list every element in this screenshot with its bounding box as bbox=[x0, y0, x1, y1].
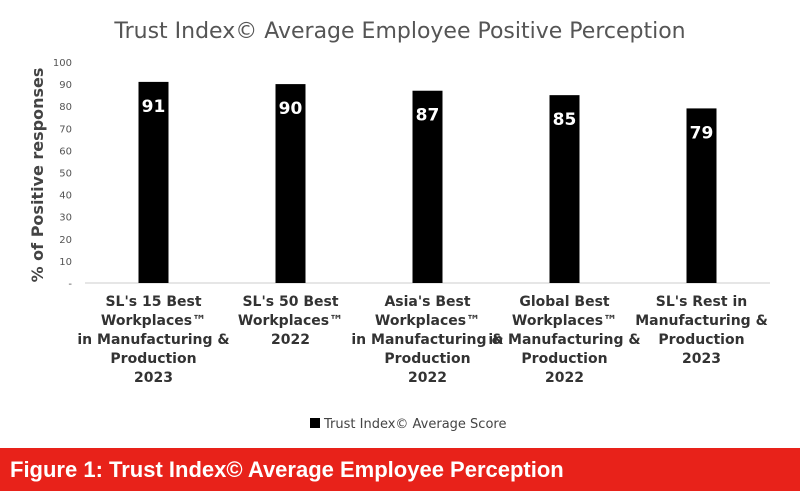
category-label-line: Workplaces™ bbox=[101, 313, 206, 329]
y-tick-label: 100 bbox=[53, 58, 72, 69]
category-label-line: 2023 bbox=[134, 370, 173, 386]
category-label-line: Global Best bbox=[519, 294, 610, 310]
category-label-line: Asia's Best bbox=[384, 294, 470, 310]
bar bbox=[412, 90, 443, 283]
bar-value-label: 87 bbox=[416, 106, 440, 126]
bar bbox=[549, 95, 580, 284]
y-tick-label: 70 bbox=[59, 124, 72, 135]
category-label: SL's 50 Best Workplaces™ 2022 bbox=[238, 294, 343, 348]
category-label-line: Manufacturing & bbox=[635, 313, 768, 329]
category-label-line: 2023 bbox=[682, 351, 721, 367]
legend: Trust Index© Average Score bbox=[310, 417, 506, 432]
y-axis-label: % of Positive responses bbox=[28, 68, 47, 283]
y-tick-label: - bbox=[68, 279, 72, 290]
bar-value-label: 90 bbox=[279, 99, 303, 119]
category-label: Global Best Workplaces™ in Manufacturing &… bbox=[488, 294, 640, 386]
category-label-line: 2022 bbox=[545, 370, 584, 386]
chart-title: Trust Index© Average Employee Positive P… bbox=[113, 19, 685, 44]
y-tick-label: 90 bbox=[59, 80, 72, 91]
figure-caption: Figure 1: Trust Index© Average Employee … bbox=[10, 456, 564, 482]
category-label-line: 2022 bbox=[408, 370, 447, 386]
y-tick-label: 10 bbox=[59, 257, 72, 268]
category-label-line: Production bbox=[110, 351, 196, 367]
bar bbox=[275, 84, 306, 283]
bar-value-label: 85 bbox=[553, 110, 577, 130]
category-label-line: in Manufacturing & bbox=[488, 332, 640, 348]
category-label-line: SL's Rest in bbox=[656, 294, 747, 310]
category-label-line: Workplaces™ bbox=[512, 313, 617, 329]
legend-label: Trust Index© Average Score bbox=[323, 417, 506, 432]
bar bbox=[686, 108, 717, 283]
bar-chart: Trust Index© Average Employee Positive P… bbox=[28, 19, 770, 432]
category-label-line: in Manufacturing & bbox=[77, 332, 229, 348]
category-label-line: Production bbox=[658, 332, 744, 348]
y-tick-label: 20 bbox=[59, 235, 72, 246]
y-tick-label: 60 bbox=[59, 146, 72, 157]
category-label-line: SL's 50 Best bbox=[242, 294, 338, 310]
figure-caption-band: Figure 1: Trust Index© Average Employee … bbox=[0, 448, 800, 491]
legend-swatch bbox=[310, 418, 320, 428]
bar-value-label: 91 bbox=[142, 97, 166, 117]
bars bbox=[138, 81, 717, 284]
y-tick-label: 40 bbox=[59, 191, 72, 202]
y-tick-labels: - 10 20 30 40 50 60 70 80 90 100 bbox=[53, 58, 72, 290]
category-label-line: in Manufacturing & bbox=[351, 332, 503, 348]
category-label-line: 2022 bbox=[271, 332, 310, 348]
y-tick-label: 30 bbox=[59, 213, 72, 224]
bar-value-label: 79 bbox=[690, 123, 714, 143]
category-labels: SL's 15 Best Workplaces™ in Manufacturing … bbox=[77, 294, 767, 386]
category-label-line: Workplaces™ bbox=[238, 313, 343, 329]
category-label-line: Production bbox=[384, 351, 470, 367]
category-label: Asia's Best Workplaces™ in Manufacturing &… bbox=[351, 294, 503, 386]
category-label-line: Workplaces™ bbox=[375, 313, 480, 329]
bar-value-labels: 91 90 87 85 79 bbox=[142, 97, 714, 144]
category-label-line: SL's 15 Best bbox=[105, 294, 201, 310]
category-label: SL's 15 Best Workplaces™ in Manufacturing … bbox=[77, 294, 229, 386]
category-label: SL's Rest in Manufacturing & Production 202… bbox=[635, 294, 768, 367]
category-label-line: Production bbox=[521, 351, 607, 367]
y-tick-label: 80 bbox=[59, 102, 72, 113]
bar bbox=[138, 81, 169, 283]
y-tick-label: 50 bbox=[59, 169, 72, 180]
chart-area: Trust Index© Average Employee Positive P… bbox=[28, 19, 770, 432]
